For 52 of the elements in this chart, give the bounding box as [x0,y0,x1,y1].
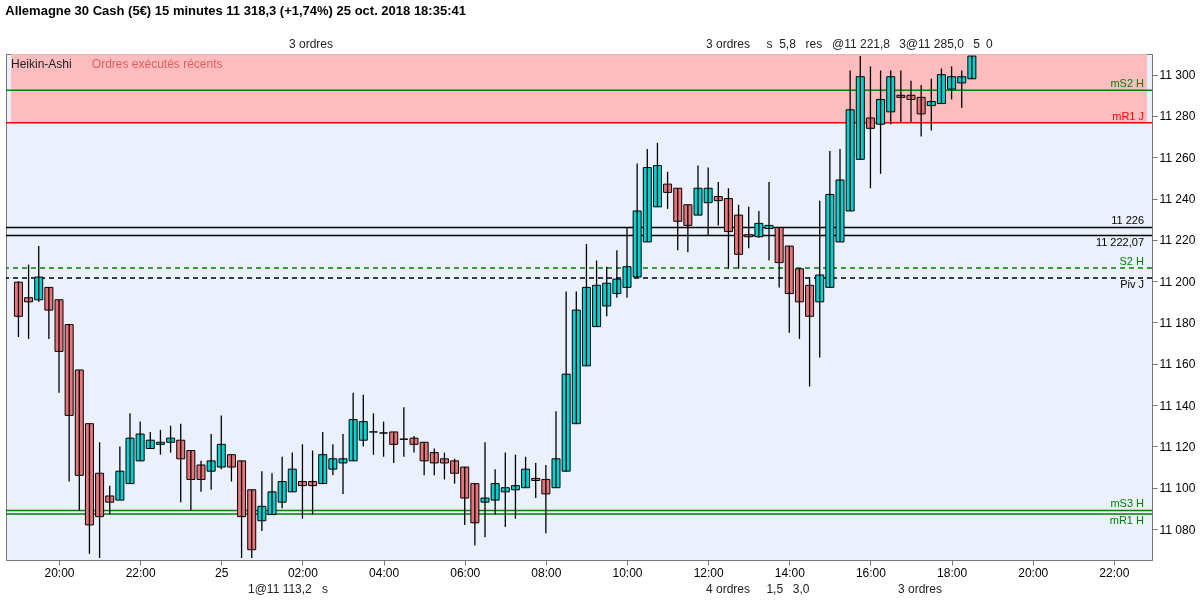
text: 3 ordres [898,582,943,596]
annotation: Heikin-Ashi [11,57,72,71]
annotation: Ordres exécutés récents [91,57,223,71]
x-tick-label: 20:00 [44,565,75,580]
x-tick-label: 20:00 [1018,565,1049,580]
x-tick-label: 18:00 [937,565,968,580]
ref-line-label: mS2 H [1110,77,1145,90]
text: 3 ordres [289,37,334,51]
text: @11 221,8 [832,37,891,51]
text: 3@11 285,0 [899,37,965,51]
text: res [805,37,823,51]
y-tick-label: 11 280 [1159,109,1196,124]
ref-line-label: Piv J [1120,278,1144,291]
ref-line-label: 11 222,07 [1095,235,1144,248]
text: 5 [973,37,981,51]
chart-title: Allemagne 30 Cash (5€) 15 minutes 11 318,3 (+1,74%) 25 oct. 2018 18:35:41 [5,3,466,18]
text: s [322,582,328,596]
x-tick-label: 22:00 [125,565,156,580]
x-tick-label: 25 [215,565,229,580]
y-tick-label: 11 300 [1159,68,1196,83]
y-tick-label: 11 100 [1159,481,1196,496]
text: s [766,37,773,51]
x-tick-label: 12:00 [693,565,724,580]
x-tick-label: 02:00 [287,565,319,580]
x-tick-label: 16:00 [855,565,887,580]
x-tick-label: 08:00 [531,565,562,580]
y-tick-label: 11 260 [1159,150,1196,165]
y-tick-label: 11 140 [1159,398,1196,413]
ref-line-label: 11 226 [1111,214,1144,227]
x-tick-label: 10:00 [612,565,643,580]
ref-line-label: S2 H [1119,254,1145,267]
y-tick-label: 11 160 [1159,357,1196,372]
ref-line-label: mS3 H [1110,497,1145,510]
text: 3,0 [792,582,810,596]
text: 5,8 [779,37,797,51]
y-tick-label: 11 120 [1159,439,1196,454]
x-tick-label: 06:00 [450,565,481,580]
text: 0 [986,37,993,51]
x-tick-label: 22:00 [1099,565,1130,580]
ref-line-label: mR1 J [1112,109,1144,122]
x-tick-label: 14:00 [774,565,806,580]
text: 1@11 113,2 [248,582,313,596]
ref-line-label: mR1 H [1109,513,1145,526]
text: 4 ordres [706,582,751,596]
y-tick-label: 11 220 [1159,233,1196,248]
y-tick-label: 11 240 [1159,192,1196,207]
y-tick-label: 11 180 [1159,315,1196,330]
y-tick-label: 11 200 [1159,274,1196,289]
y-tick-label: 11 080 [1159,522,1196,537]
text: 1,5 [766,582,784,596]
x-tick-label: 04:00 [369,565,400,580]
text: 3 ordres [706,37,751,51]
